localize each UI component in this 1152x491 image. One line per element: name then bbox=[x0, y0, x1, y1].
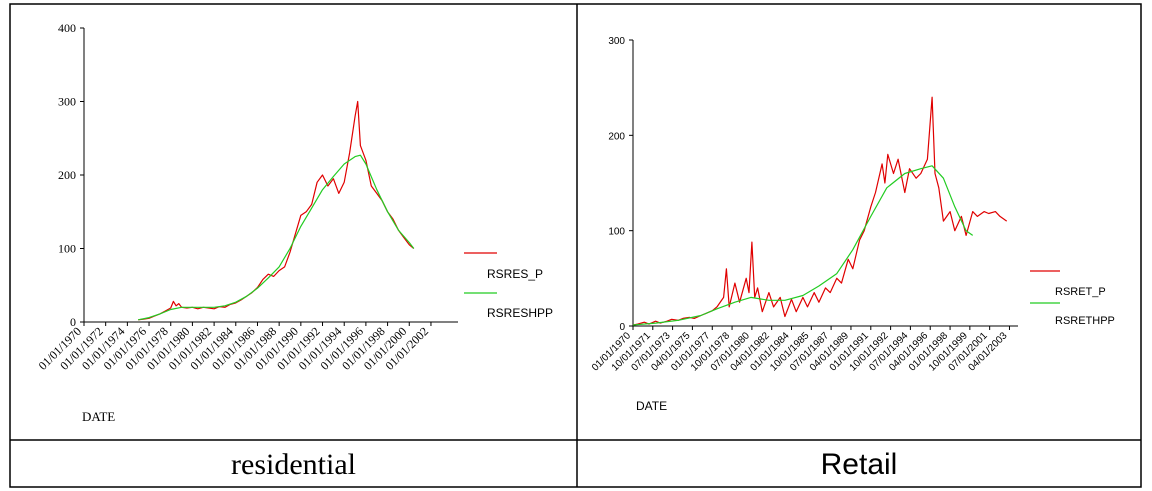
series-line-rsrethpp bbox=[632, 165, 974, 326]
caption-retail: Retail bbox=[820, 448, 898, 481]
plot-area bbox=[138, 100, 415, 321]
legend-label-rsreshpp: RSRESHPP bbox=[487, 306, 553, 320]
series-line-rsret-p bbox=[632, 96, 1008, 326]
x-axis: 01/01/197010/01/197107/01/197304/01/1975… bbox=[590, 325, 1018, 374]
y-tick-label: 400 bbox=[58, 21, 76, 35]
series-line-rsres-p bbox=[138, 100, 415, 321]
legend-label-rsrethpp: RSRETHPP bbox=[1055, 315, 1115, 327]
x-ticks: 01/01/197010/01/197107/01/197304/01/1975… bbox=[590, 326, 1010, 374]
y-tick-label: 0 bbox=[619, 322, 625, 333]
y-ticks: 0 100 200 300 400 bbox=[58, 21, 84, 329]
series-line-rsreshpp bbox=[138, 154, 415, 321]
y-tick-label: 100 bbox=[58, 242, 76, 256]
y-tick-label: 300 bbox=[58, 95, 76, 109]
caption-residential: residential bbox=[231, 448, 356, 481]
legend-label-rsres-p: RSRES_P bbox=[487, 267, 543, 281]
plot-area bbox=[632, 96, 1008, 326]
y-tick-label: 300 bbox=[608, 36, 625, 47]
retail-chart: 0 100 200 300 01/01/197010/01/197107/01/197… bbox=[590, 36, 1115, 413]
y-axis: 0 100 200 300 400 bbox=[58, 21, 85, 329]
y-axis: 0 100 200 300 bbox=[608, 36, 634, 333]
y-ticks: 0 100 200 300 bbox=[608, 36, 633, 333]
legend: RSRET_P RSRETHPP bbox=[1030, 270, 1115, 327]
residential-chart: 0 100 200 300 400 01/01/197001/01/197201/01/… bbox=[36, 21, 553, 424]
y-tick-label: 200 bbox=[608, 131, 625, 142]
y-tick-label: 100 bbox=[608, 227, 625, 238]
x-ticks: 01/01/197001/01/197201/01/197401/01/1976… bbox=[36, 322, 432, 373]
y-tick-label: 200 bbox=[58, 168, 76, 182]
y-tick-label: 0 bbox=[70, 315, 76, 329]
x-axis-title: DATE bbox=[636, 399, 667, 413]
legend-label-rsret-p: RSRET_P bbox=[1055, 286, 1106, 298]
x-axis-title: DATE bbox=[82, 409, 115, 424]
legend: RSRES_P RSRESHPP bbox=[464, 252, 553, 320]
table-borders bbox=[9, 3, 1142, 488]
x-axis: 01/01/197001/01/197201/01/197401/01/1976… bbox=[36, 321, 458, 373]
